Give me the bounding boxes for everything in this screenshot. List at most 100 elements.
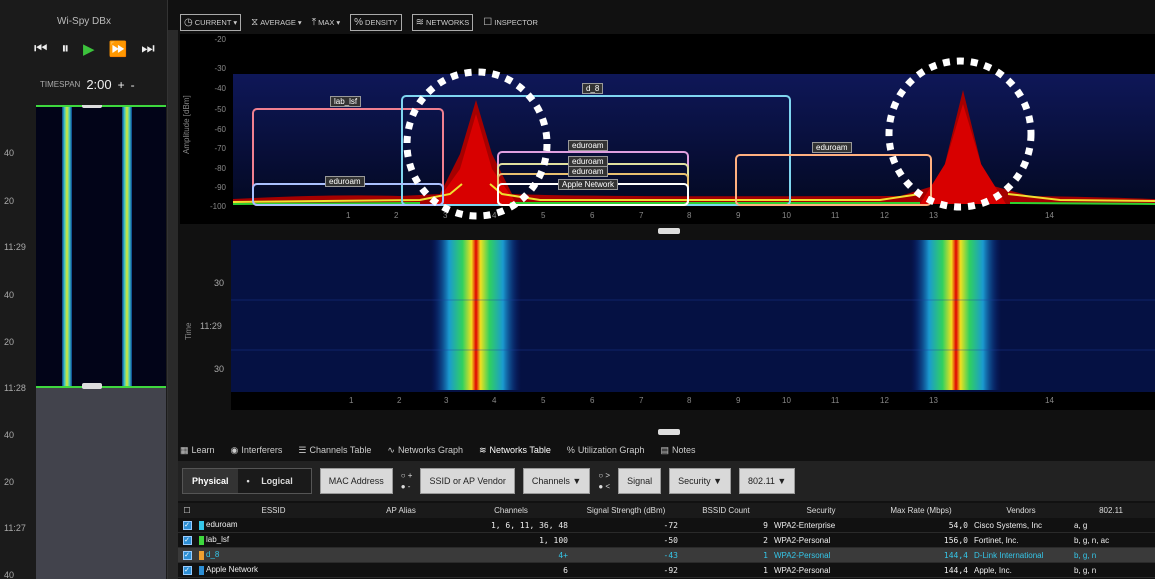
network-label-eduroam[interactable]: eduroam <box>812 142 852 153</box>
network-label-lab-lsf[interactable]: lab_lsf <box>330 96 362 107</box>
density-toggle[interactable]: % DENSITY <box>350 13 402 31</box>
tab-channels-table[interactable]: ☰ Channels Table <box>298 445 371 456</box>
pause-icon[interactable]: ⏸ <box>61 40 70 57</box>
col-security[interactable]: Security <box>806 506 836 515</box>
skip-back-icon[interactable]: ⏮ <box>34 40 48 57</box>
inspector-toggle[interactable]: ☐ INSPECTOR <box>483 17 538 28</box>
table-row-selected[interactable]: ✓ d_8 4+ -43 1 WPA2-Personal 144,4 D-Lin… <box>178 548 1155 563</box>
waterfall-xtick: 8 <box>687 396 692 405</box>
waterfall-ylabel: Time <box>184 322 193 340</box>
cell-channels: 6 <box>563 565 568 575</box>
network-label-eduroam[interactable]: eduroam <box>568 140 608 151</box>
row-checkbox[interactable]: ✓ <box>178 550 196 560</box>
network-label-d-8[interactable]: d_8 <box>582 83 604 94</box>
essid-text: lab_lsf <box>206 535 230 545</box>
cell-max-rate: 144,4 <box>943 550 968 560</box>
tab-label: Networks Table <box>489 445 551 455</box>
table-row[interactable]: ✓ lab_lsf 1, 100 -50 2 WPA2-Personal 156… <box>178 533 1155 548</box>
protocol-dropdown[interactable]: 802.11 ▼ <box>739 468 796 494</box>
col-essid[interactable]: ESSID <box>261 506 286 515</box>
radio-less[interactable]: ● < <box>598 482 611 491</box>
security-label: Security <box>678 476 711 486</box>
tab-networks-table[interactable]: ≋ Networks Table <box>479 445 551 456</box>
col-signal[interactable]: Signal Strength (dBm) <box>586 506 666 515</box>
utilization-graph-icon: % <box>566 445 575 455</box>
current-toggle[interactable]: ◷ CURRENT ▾ <box>180 13 242 31</box>
waterfall-xtick: 9 <box>736 396 741 405</box>
timespan-minus-button[interactable]: - <box>130 77 135 92</box>
waterfall-splitter-handle[interactable] <box>658 429 680 435</box>
wifi-icon: ≋ <box>415 16 424 28</box>
radio-greater[interactable]: ○ > <box>598 471 611 480</box>
view-mode-toggle: Physical • Logical <box>182 468 312 494</box>
tab-interferers[interactable]: ◉ Interferers <box>231 445 283 456</box>
skip-forward-icon[interactable]: ⏭ <box>141 40 155 57</box>
signal-button[interactable]: Signal <box>618 468 662 494</box>
range-start-handle[interactable] <box>82 105 102 108</box>
spectrum-xtick: 8 <box>687 211 692 220</box>
col-ap-alias[interactable]: AP Alias <box>386 506 416 515</box>
row-checkbox[interactable]: ✓ <box>178 535 196 545</box>
network-label-eduroam[interactable]: eduroam <box>325 176 365 187</box>
channels-dropdown[interactable]: Channels ▼ <box>522 468 591 494</box>
networks-graph-icon: ∿ <box>387 444 395 455</box>
tab-learn[interactable]: ▦ Learn <box>180 445 215 456</box>
cell-vendor: Apple, Inc. <box>974 565 1012 575</box>
average-toggle[interactable]: ⧖ AVERAGE ▾ <box>251 16 302 28</box>
row-checkbox[interactable]: ✓ <box>178 520 196 530</box>
radio-label: > <box>605 471 611 480</box>
network-label-eduroam[interactable]: eduroam <box>568 166 608 177</box>
network-label-apple-network[interactable]: Apple Network <box>558 179 619 190</box>
spectrum-splitter-handle[interactable] <box>658 228 680 234</box>
spectrum-graph[interactable]: Amplitude [dBm] -20 -30 -40 -50 -60 -70 … <box>180 34 1155 224</box>
tab-notes[interactable]: ▤ Notes <box>660 445 695 456</box>
color-swatch <box>199 535 204 545</box>
max-toggle[interactable]: ⤒ MAX ▾ <box>311 16 341 28</box>
col-max-rate[interactable]: Max Rate (Mbps) <box>890 506 952 515</box>
row-checkbox[interactable]: ✓ <box>178 565 196 575</box>
col-80211[interactable]: 802.11 <box>1099 506 1123 515</box>
cell-80211: b, g, n <box>1074 565 1097 575</box>
cell-bssid-count: 1 <box>763 550 768 560</box>
table-row[interactable]: ✓ Apple Network 6 -92 1 WPA2-Personal 14… <box>178 563 1155 578</box>
spectrum-xtick: 6 <box>590 211 595 220</box>
physical-toggle[interactable]: Physical <box>183 469 238 493</box>
waterfall-graph[interactable]: 1 2 3 4 5 6 7 8 9 10 11 12 13 14 <box>231 240 1155 410</box>
spectrum-ylabel: Amplitude [dBm] <box>182 95 191 154</box>
ssid-vendor-button[interactable]: SSID or AP Vendor <box>420 468 515 494</box>
fast-forward-icon[interactable]: ⏩ <box>108 41 128 58</box>
mini-waterfall[interactable] <box>36 105 166 579</box>
logical-toggle[interactable]: • Logical <box>238 469 311 493</box>
inspector-icon: ☐ <box>483 16 493 28</box>
clock-icon: ◷ <box>184 16 193 28</box>
panel-splitter[interactable] <box>168 30 178 579</box>
tab-label: Utilization Graph <box>577 445 645 455</box>
notes-icon: ▤ <box>660 444 669 455</box>
range-end-handle[interactable] <box>82 383 102 389</box>
networks-toggle[interactable]: ≋ NETWORKS <box>411 13 474 31</box>
table-row[interactable]: ✓ eduroam 1, 6, 11, 36, 48 -72 9 WPA2-En… <box>178 518 1155 533</box>
tab-networks-graph[interactable]: ∿ Networks Graph <box>387 445 463 456</box>
radio-plus[interactable]: ○ + <box>400 471 413 480</box>
play-icon[interactable]: ▶ <box>83 41 95 58</box>
cell-vendor: Fortinet, Inc. <box>974 535 1019 545</box>
timespan-plus-button[interactable]: + <box>117 77 125 92</box>
spectrum-xtick: 5 <box>541 211 546 220</box>
select-all-checkbox[interactable]: ☐ <box>183 506 191 515</box>
average-icon: ⧖ <box>251 16 259 28</box>
col-vendors[interactable]: Vendors <box>1006 506 1036 515</box>
essid-text: d_8 <box>206 550 220 560</box>
spectrum-xtick: 7 <box>639 211 644 220</box>
tab-utilization-graph[interactable]: % Utilization Graph <box>567 445 645 455</box>
channels-label: Channels <box>531 476 570 486</box>
radio-label: - <box>407 482 411 491</box>
check-icon: ✓ <box>182 566 192 575</box>
mac-address-button[interactable]: MAC Address <box>319 468 393 494</box>
col-channels[interactable]: Channels <box>494 506 528 515</box>
radio-minus[interactable]: ● - <box>400 482 411 491</box>
left-time-tick: 40 <box>4 570 15 579</box>
security-dropdown[interactable]: Security ▼ <box>669 468 732 494</box>
col-bssid-count[interactable]: BSSID Count <box>702 506 750 515</box>
tab-label: Learn <box>191 445 215 455</box>
cell-security: WPA2-Personal <box>774 550 831 560</box>
